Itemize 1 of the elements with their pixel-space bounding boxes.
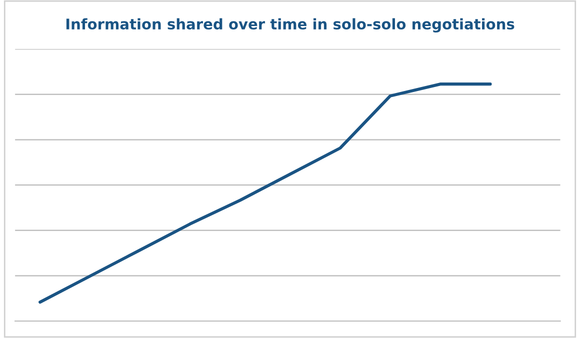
chart-title: Information shared over time in solo-solo negotiations: [66, 18, 514, 32]
